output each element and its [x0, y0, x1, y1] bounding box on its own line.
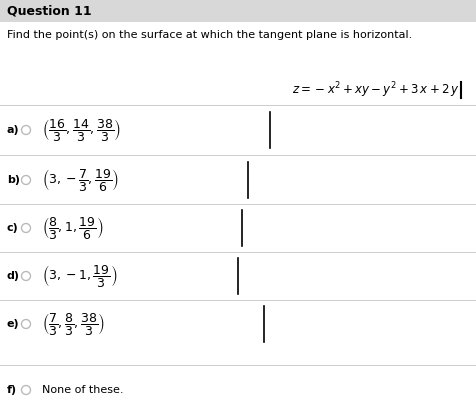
- Text: Find the point(s) on the surface at which the tangent plane is horizontal.: Find the point(s) on the surface at whic…: [7, 30, 411, 40]
- Bar: [0, 0, 476, 22]
- Text: b): b): [7, 175, 20, 185]
- Text: a): a): [7, 125, 20, 135]
- Text: $\left(\dfrac{7}{3},\dfrac{8}{3},\dfrac{38}{3}\right)$: $\left(\dfrac{7}{3},\dfrac{8}{3},\dfrac{…: [42, 311, 105, 337]
- Text: Question 11: Question 11: [7, 5, 91, 18]
- Text: c): c): [7, 223, 19, 233]
- Text: e): e): [7, 319, 20, 329]
- Text: None of these.: None of these.: [42, 385, 123, 395]
- Text: $\left(\dfrac{16}{3},\dfrac{14}{3},\dfrac{38}{3}\right)$: $\left(\dfrac{16}{3},\dfrac{14}{3},\dfra…: [42, 117, 121, 143]
- Text: f): f): [7, 385, 17, 395]
- Text: d): d): [7, 271, 20, 281]
- Text: $\left(3,-1,\dfrac{19}{3}\right)$: $\left(3,-1,\dfrac{19}{3}\right)$: [42, 263, 117, 289]
- Text: $z = -x^{2} + xy - y^{2} + 3\,x + 2\,y$: $z = -x^{2} + xy - y^{2} + 3\,x + 2\,y$: [292, 80, 459, 100]
- Text: $\left(\dfrac{8}{3},1,\dfrac{19}{6}\right)$: $\left(\dfrac{8}{3},1,\dfrac{19}{6}\righ…: [42, 215, 103, 241]
- Text: $\left(3,-\dfrac{7}{3},\dfrac{19}{6}\right)$: $\left(3,-\dfrac{7}{3},\dfrac{19}{6}\rig…: [42, 167, 119, 193]
